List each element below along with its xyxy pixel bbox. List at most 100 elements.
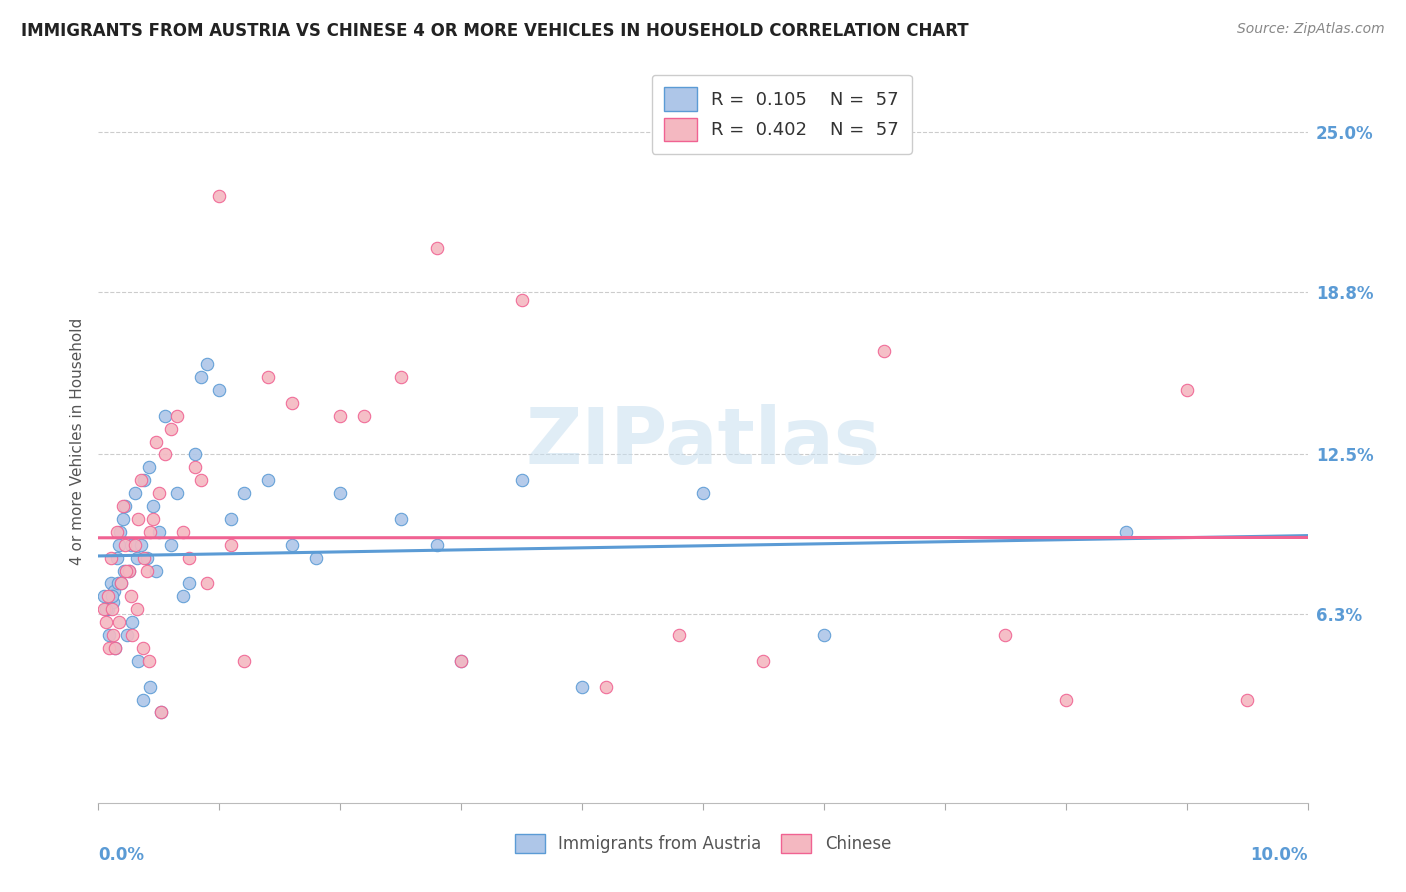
Point (305, 550, 328, 565)
Point (124, 486, 146, 500)
Point (571, 680, 593, 694)
Point (221, 512, 243, 526)
Point (145, 434, 167, 449)
Point (179, 550, 201, 565)
Point (111, 499, 134, 513)
Point (124, 538, 146, 552)
Text: 10.0%: 10.0% (1250, 847, 1308, 864)
Point (692, 486, 714, 500)
Point (98, 628, 121, 642)
Point (813, 628, 835, 642)
Point (117, 628, 139, 642)
Y-axis label: 4 or more Vehicles in Household: 4 or more Vehicles in Household (69, 318, 84, 566)
Legend: Immigrants from Austria, Chinese: Immigrants from Austria, Chinese (508, 827, 898, 860)
Point (142, 499, 165, 513)
Point (104, 640, 127, 655)
Point (160, 422, 183, 436)
Point (190, 473, 212, 487)
Point (668, 628, 690, 642)
Point (256, 473, 278, 487)
Point (134, 550, 156, 565)
Point (105, 524, 128, 539)
Point (195, 357, 218, 371)
Text: IMMIGRANTS FROM AUSTRIA VS CHINESE 4 OR MORE VEHICLES IN HOUSEHOLD CORRELATION C: IMMIGRANTS FROM AUSTRIA VS CHINESE 4 OR … (21, 22, 969, 40)
Point (142, 512, 165, 526)
Point (110, 576, 132, 591)
Text: 0.0%: 0.0% (98, 847, 145, 864)
Point (138, 654, 160, 668)
Point (108, 524, 131, 539)
Point (135, 550, 157, 565)
Point (114, 538, 136, 552)
Point (256, 370, 278, 384)
Point (873, 344, 896, 359)
Point (100, 590, 122, 604)
Point (135, 564, 157, 578)
Point (172, 524, 194, 539)
Point (103, 584, 125, 599)
Point (160, 538, 183, 552)
Point (114, 499, 136, 513)
Point (145, 564, 167, 578)
Point (153, 447, 176, 461)
Point (118, 564, 141, 578)
Point (107, 576, 129, 591)
Point (166, 409, 188, 423)
Point (166, 486, 188, 500)
Point (179, 576, 201, 591)
Point (100, 602, 122, 616)
Point (108, 615, 131, 630)
Text: Source: ZipAtlas.com: Source: ZipAtlas.com (1237, 22, 1385, 37)
Point (93, 602, 115, 616)
Point (190, 370, 212, 384)
Point (195, 576, 218, 591)
Point (450, 654, 472, 668)
Point (134, 473, 156, 487)
Point (127, 602, 149, 616)
Point (1054, 692, 1077, 706)
Point (121, 628, 143, 642)
Point (94, 615, 117, 630)
Point (426, 241, 449, 255)
Point (329, 486, 352, 500)
Point (281, 538, 304, 552)
Point (127, 550, 149, 565)
Point (994, 628, 1017, 642)
Point (129, 473, 152, 487)
Point (118, 564, 141, 578)
Point (426, 538, 449, 552)
Point (150, 706, 173, 720)
Point (150, 706, 173, 720)
Point (510, 473, 533, 487)
Point (208, 189, 231, 203)
Point (221, 538, 243, 552)
Point (120, 590, 142, 604)
Point (1236, 692, 1258, 706)
Point (97, 602, 120, 616)
Point (108, 538, 131, 552)
Point (139, 680, 162, 694)
Point (94, 602, 117, 616)
Point (112, 564, 135, 578)
Point (232, 486, 254, 500)
Point (389, 370, 412, 384)
Point (104, 640, 127, 655)
Point (389, 512, 412, 526)
Point (139, 524, 162, 539)
Point (127, 512, 149, 526)
Point (101, 628, 124, 642)
Point (97, 590, 120, 604)
Point (121, 615, 143, 630)
Point (232, 654, 254, 668)
Point (1115, 524, 1137, 539)
Point (329, 409, 352, 423)
Point (110, 576, 132, 591)
Point (100, 576, 122, 591)
Point (105, 550, 128, 565)
Point (184, 460, 207, 475)
Point (184, 447, 207, 461)
Point (281, 396, 304, 410)
Point (100, 550, 122, 565)
Point (172, 590, 194, 604)
Point (111, 512, 134, 526)
